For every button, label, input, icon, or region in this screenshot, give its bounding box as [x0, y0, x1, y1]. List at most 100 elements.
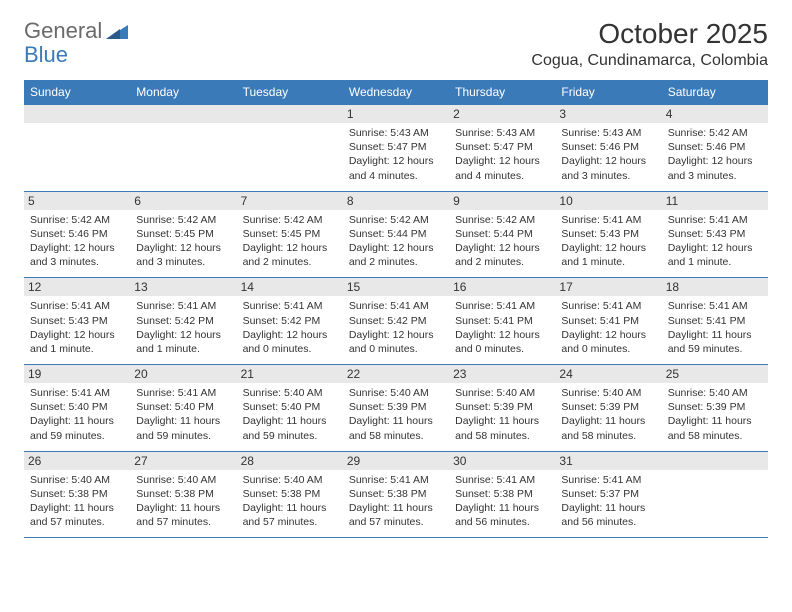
calendar-cell: 26 Sunrise: 5:40 AMSunset: 5:38 PMDayligh… — [24, 451, 130, 538]
sunrise-text: Sunrise: 5:41 AM — [561, 299, 655, 313]
day-number: 8 — [343, 192, 449, 210]
calendar-cell: 15Sunrise: 5:41 AMSunset: 5:42 PMDayligh… — [343, 278, 449, 365]
col-thursday: Thursday — [449, 80, 555, 105]
daylight-text: Daylight: 12 hours and 1 minute. — [136, 328, 230, 356]
col-friday: Friday — [555, 80, 661, 105]
sunset-text: Sunset: 5:42 PM — [349, 314, 443, 328]
calendar-row: 1Sunrise: 5:43 AMSunset: 5:47 PMDaylight… — [24, 105, 768, 192]
day-number: 24 — [555, 365, 661, 383]
day-number — [237, 105, 343, 123]
day-number: 19 — [24, 365, 130, 383]
sunrise-text: Sunrise: 5:41 AM — [455, 473, 549, 487]
calendar-cell: 31Sunrise: 5:41 AMSunset: 5:37 PMDayligh… — [555, 451, 661, 538]
day-number: 17 — [555, 278, 661, 296]
day-number: 28 — [237, 452, 343, 470]
calendar-cell: 25Sunrise: 5:40 AMSunset: 5:39 PMDayligh… — [662, 365, 768, 452]
cell-details: Sunrise: 5:41 AMSunset: 5:38 PMDaylight:… — [349, 473, 443, 530]
calendar-body: 1Sunrise: 5:43 AMSunset: 5:47 PMDaylight… — [24, 105, 768, 538]
daylight-text: Daylight: 11 hours and 57 minutes. — [349, 501, 443, 529]
cell-details: Sunrise: 5:40 AMSunset: 5:39 PMDaylight:… — [349, 386, 443, 443]
daylight-text: Daylight: 11 hours and 59 minutes. — [136, 414, 230, 442]
day-number: 7 — [237, 192, 343, 210]
sunset-text: Sunset: 5:46 PM — [30, 227, 124, 241]
cell-details: Sunrise: 5:40 AMSunset: 5:38 PMDaylight:… — [30, 473, 124, 530]
sunrise-text: Sunrise: 5:41 AM — [561, 213, 655, 227]
sunrise-text: Sunrise: 5:42 AM — [136, 213, 230, 227]
day-number: 26 — [24, 452, 130, 470]
sunset-text: Sunset: 5:42 PM — [243, 314, 337, 328]
sunrise-text: Sunrise: 5:40 AM — [349, 386, 443, 400]
header: General October 2025 Cogua, Cundinamarca… — [24, 18, 768, 70]
daylight-text: Daylight: 11 hours and 59 minutes. — [243, 414, 337, 442]
sunrise-text: Sunrise: 5:42 AM — [668, 126, 762, 140]
logo-text-2: Blue — [24, 42, 68, 68]
daylight-text: Daylight: 11 hours and 59 minutes. — [30, 414, 124, 442]
day-number: 11 — [662, 192, 768, 210]
sunrise-text: Sunrise: 5:42 AM — [30, 213, 124, 227]
daylight-text: Daylight: 12 hours and 3 minutes. — [668, 154, 762, 182]
sunset-text: Sunset: 5:37 PM — [561, 487, 655, 501]
cell-details: Sunrise: 5:42 AMSunset: 5:45 PMDaylight:… — [243, 213, 337, 270]
calendar-row: 5Sunrise: 5:42 AMSunset: 5:46 PMDaylight… — [24, 191, 768, 278]
calendar-cell: 17Sunrise: 5:41 AMSunset: 5:41 PMDayligh… — [555, 278, 661, 365]
sunset-text: Sunset: 5:38 PM — [136, 487, 230, 501]
sunrise-text: Sunrise: 5:41 AM — [668, 213, 762, 227]
day-number: 2 — [449, 105, 555, 123]
sunrise-text: Sunrise: 5:41 AM — [136, 299, 230, 313]
daylight-text: Daylight: 12 hours and 2 minutes. — [243, 241, 337, 269]
calendar-cell: 5Sunrise: 5:42 AMSunset: 5:46 PMDaylight… — [24, 191, 130, 278]
daylight-text: Daylight: 12 hours and 0 minutes. — [561, 328, 655, 356]
day-number: 15 — [343, 278, 449, 296]
daylight-text: Daylight: 11 hours and 59 minutes. — [668, 328, 762, 356]
sunset-text: Sunset: 5:39 PM — [668, 400, 762, 414]
day-number: 29 — [343, 452, 449, 470]
cell-details: Sunrise: 5:40 AMSunset: 5:39 PMDaylight:… — [668, 386, 762, 443]
day-number — [24, 105, 130, 123]
title-block: October 2025 Cogua, Cundinamarca, Colomb… — [531, 18, 768, 70]
sunset-text: Sunset: 5:40 PM — [243, 400, 337, 414]
day-number: 23 — [449, 365, 555, 383]
sunset-text: Sunset: 5:43 PM — [668, 227, 762, 241]
daylight-text: Daylight: 12 hours and 1 minute. — [30, 328, 124, 356]
day-number: 3 — [555, 105, 661, 123]
calendar-cell: 19 Sunrise: 5:41 AMSunset: 5:40 PMDayligh… — [24, 365, 130, 452]
sunrise-text: Sunrise: 5:40 AM — [455, 386, 549, 400]
sunset-text: Sunset: 5:39 PM — [349, 400, 443, 414]
sunset-text: Sunset: 5:38 PM — [243, 487, 337, 501]
calendar-cell: 29 Sunrise: 5:41 AMSunset: 5:38 PMDayligh… — [343, 451, 449, 538]
cell-details: Sunrise: 5:40 AMSunset: 5:38 PMDaylight:… — [136, 473, 230, 530]
sunset-text: Sunset: 5:38 PM — [349, 487, 443, 501]
day-number: 6 — [130, 192, 236, 210]
sunset-text: Sunset: 5:41 PM — [455, 314, 549, 328]
daylight-text: Daylight: 11 hours and 57 minutes. — [30, 501, 124, 529]
day-number: 22 — [343, 365, 449, 383]
sunrise-text: Sunrise: 5:41 AM — [455, 299, 549, 313]
sunset-text: Sunset: 5:44 PM — [349, 227, 443, 241]
sunset-text: Sunset: 5:40 PM — [136, 400, 230, 414]
day-number: 12 — [24, 278, 130, 296]
day-number: 14 — [237, 278, 343, 296]
sunrise-text: Sunrise: 5:43 AM — [349, 126, 443, 140]
day-number: 10 — [555, 192, 661, 210]
sunrise-text: Sunrise: 5:41 AM — [349, 299, 443, 313]
day-number: 18 — [662, 278, 768, 296]
daylight-text: Daylight: 12 hours and 0 minutes. — [243, 328, 337, 356]
cell-details: Sunrise: 5:40 AMSunset: 5:39 PMDaylight:… — [561, 386, 655, 443]
daylight-text: Daylight: 12 hours and 3 minutes. — [136, 241, 230, 269]
cell-details: Sunrise: 5:41 AMSunset: 5:40 PMDaylight:… — [30, 386, 124, 443]
day-number: 21 — [237, 365, 343, 383]
calendar-cell: 4Sunrise: 5:42 AMSunset: 5:46 PMDaylight… — [662, 105, 768, 192]
sunset-text: Sunset: 5:39 PM — [455, 400, 549, 414]
day-number: 16 — [449, 278, 555, 296]
sunset-text: Sunset: 5:43 PM — [30, 314, 124, 328]
day-number — [662, 452, 768, 470]
sunrise-text: Sunrise: 5:42 AM — [349, 213, 443, 227]
sunrise-text: Sunrise: 5:43 AM — [455, 126, 549, 140]
cell-details: Sunrise: 5:41 AMSunset: 5:43 PMDaylight:… — [668, 213, 762, 270]
location: Cogua, Cundinamarca, Colombia — [531, 52, 768, 70]
calendar-cell: 22 Sunrise: 5:40 AMSunset: 5:39 PMDayligh… — [343, 365, 449, 452]
calendar-cell: 18Sunrise: 5:41 AMSunset: 5:41 PMDayligh… — [662, 278, 768, 365]
day-number: 31 — [555, 452, 661, 470]
sunrise-text: Sunrise: 5:40 AM — [243, 473, 337, 487]
day-number: 9 — [449, 192, 555, 210]
